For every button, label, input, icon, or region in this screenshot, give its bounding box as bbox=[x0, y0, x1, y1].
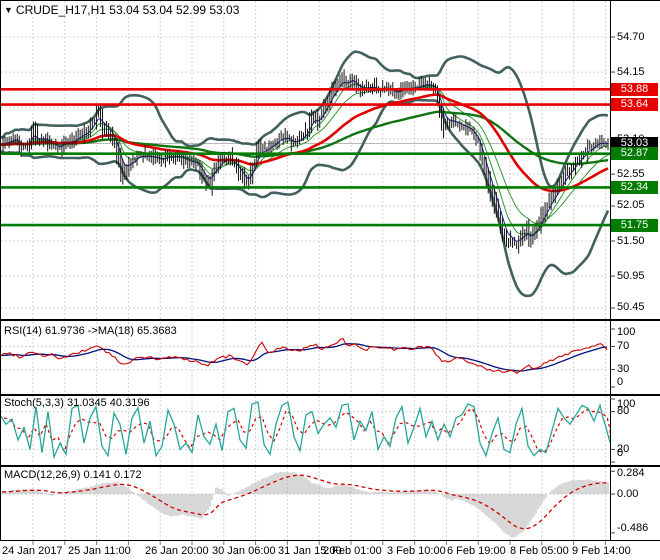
time-axis-label: 8 Feb 05:00 bbox=[510, 545, 569, 557]
time-axis-label: 9 Feb 14:00 bbox=[572, 545, 631, 557]
axis-ticks bbox=[32, 36, 615, 545]
stoch-plot bbox=[0, 401, 611, 460]
stoch-signal-line bbox=[3, 407, 611, 454]
price-axis-label: 54.15 bbox=[617, 65, 645, 78]
time-axis-label: 31 Jan 15:00 bbox=[278, 545, 342, 557]
rsi-axis-label: 30 bbox=[617, 363, 630, 376]
macd-axis-label: -0.486 bbox=[617, 521, 649, 534]
price-badge: 52.34 bbox=[611, 180, 658, 194]
rsi-line bbox=[0, 337, 608, 374]
stoch-axis-label: 20 bbox=[617, 442, 630, 455]
price-badge: 53.03 bbox=[611, 136, 658, 150]
rsi-axis-label: 100 bbox=[617, 325, 636, 338]
chart-title: ▼ CRUDE_H17,H1 53.04 53.04 52.99 53.03 bbox=[4, 3, 239, 17]
panel-frames bbox=[0, 0, 660, 541]
time-axis-label: 24 Jan 2017 bbox=[2, 545, 63, 557]
stoch-axis-label: 80 bbox=[617, 405, 630, 418]
rsi-axis-label: 0 bbox=[617, 375, 624, 388]
bollinger-upper-line bbox=[0, 50, 609, 189]
bollinger-bands bbox=[0, 50, 610, 298]
price-axis-label: 50.95 bbox=[617, 269, 645, 282]
price-axis-label: 51.50 bbox=[617, 234, 645, 247]
grid-lines bbox=[1, 1, 610, 540]
symbol-dropdown-icon[interactable]: ▼ bbox=[4, 5, 13, 15]
time-axis-label: 26 Jan 20:00 bbox=[145, 545, 209, 557]
macd-plot bbox=[1, 471, 609, 538]
price-badge: 51.75 bbox=[611, 218, 658, 232]
time-axis-label: 30 Jan 06:00 bbox=[212, 545, 276, 557]
price-axis-label: 54.70 bbox=[617, 30, 645, 43]
rsi-plot bbox=[0, 337, 608, 374]
time-axis-label: 25 Jan 11:00 bbox=[68, 545, 131, 557]
macd-axis-label: 0.00 bbox=[617, 487, 639, 500]
macd-signal-line bbox=[1, 474, 608, 530]
symbol-ohlc-text: CRUDE_H17,H1 53.04 53.04 52.99 53.03 bbox=[15, 3, 240, 17]
price-axis-label: 52.05 bbox=[617, 199, 645, 212]
price-axis-label: 50.45 bbox=[617, 301, 645, 314]
stoch-axis-label: 0 bbox=[617, 446, 624, 459]
rsi-axis-label: 70 bbox=[617, 339, 630, 352]
price-badge: 53.88 bbox=[611, 82, 658, 96]
price-badge: 53.64 bbox=[611, 98, 658, 112]
macd-indicator-label: MACD(12,26,9) 0.141 0.172 bbox=[4, 469, 142, 481]
level-lines bbox=[0, 87, 610, 227]
macd-axis-label: 0.284 bbox=[617, 466, 645, 479]
price-badge: 52.87 bbox=[611, 147, 658, 161]
time-axis-label: 3 Feb 10:00 bbox=[387, 545, 446, 557]
stoch-indicator-label: Stoch(5,3,3) 31.0345 40.3196 bbox=[4, 397, 150, 409]
stoch-main-line bbox=[0, 401, 611, 460]
fast-ma-green-line bbox=[1, 86, 609, 224]
bollinger-lower-line bbox=[0, 98, 610, 298]
price-axis-label: 52.55 bbox=[617, 167, 645, 180]
rsi-indicator-label: RSI(14) 61.9736 ->MA(18) 65.3683 bbox=[4, 325, 177, 337]
time-axis-label: 2 Feb 01:00 bbox=[323, 545, 382, 557]
time-axis-label: 6 Feb 19:00 bbox=[447, 545, 506, 557]
rsi-ma-line bbox=[0, 343, 607, 372]
stoch-axis-label: 100 bbox=[617, 397, 636, 410]
